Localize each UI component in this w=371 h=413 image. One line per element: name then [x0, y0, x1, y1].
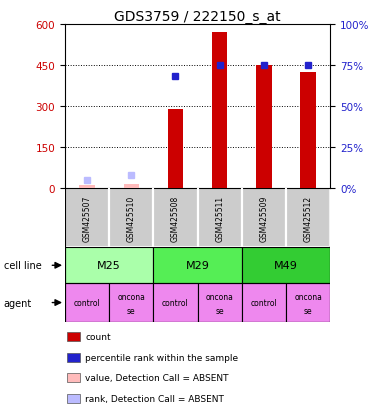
Bar [301, 73, 316, 188]
Bar [256, 66, 272, 188]
Text: value, Detection Call = ABSENT: value, Detection Call = ABSENT [85, 373, 229, 382]
Text: oncona: oncona [206, 292, 234, 301]
Bar [124, 184, 139, 188]
Text: cell line: cell line [4, 261, 42, 271]
Bar [109, 283, 153, 322]
Text: control: control [74, 298, 101, 307]
Bar [198, 283, 242, 322]
Text: oncona: oncona [294, 292, 322, 301]
Text: rank, Detection Call = ABSENT: rank, Detection Call = ABSENT [85, 394, 224, 403]
Text: se: se [304, 306, 312, 315]
Bar [65, 188, 109, 248]
Text: agent: agent [4, 298, 32, 308]
Text: GSM425511: GSM425511 [215, 195, 224, 241]
Bar [65, 248, 153, 283]
Bar [212, 33, 227, 188]
Bar [242, 283, 286, 322]
Text: M25: M25 [97, 261, 121, 271]
Bar [65, 283, 109, 322]
Text: se: se [127, 306, 135, 315]
Bar [242, 188, 286, 248]
Bar [242, 248, 330, 283]
Text: percentile rank within the sample: percentile rank within the sample [85, 353, 239, 362]
Text: count: count [85, 332, 111, 341]
Text: oncona: oncona [117, 292, 145, 301]
Bar [153, 283, 198, 322]
Text: GSM425508: GSM425508 [171, 195, 180, 241]
Text: M29: M29 [186, 261, 210, 271]
Text: GSM425507: GSM425507 [82, 195, 92, 241]
Bar [286, 283, 330, 322]
Bar [168, 109, 183, 188]
Bar [286, 188, 330, 248]
Text: se: se [215, 306, 224, 315]
Text: GSM425509: GSM425509 [259, 195, 268, 241]
Text: GSM425512: GSM425512 [303, 195, 313, 241]
Bar [79, 185, 95, 188]
Text: M49: M49 [274, 261, 298, 271]
Bar [109, 188, 153, 248]
Bar [153, 248, 242, 283]
Text: control: control [250, 298, 277, 307]
Bar [198, 188, 242, 248]
Text: control: control [162, 298, 189, 307]
Title: GDS3759 / 222150_s_at: GDS3759 / 222150_s_at [114, 10, 281, 24]
Bar [153, 188, 198, 248]
Text: GSM425510: GSM425510 [127, 195, 136, 241]
